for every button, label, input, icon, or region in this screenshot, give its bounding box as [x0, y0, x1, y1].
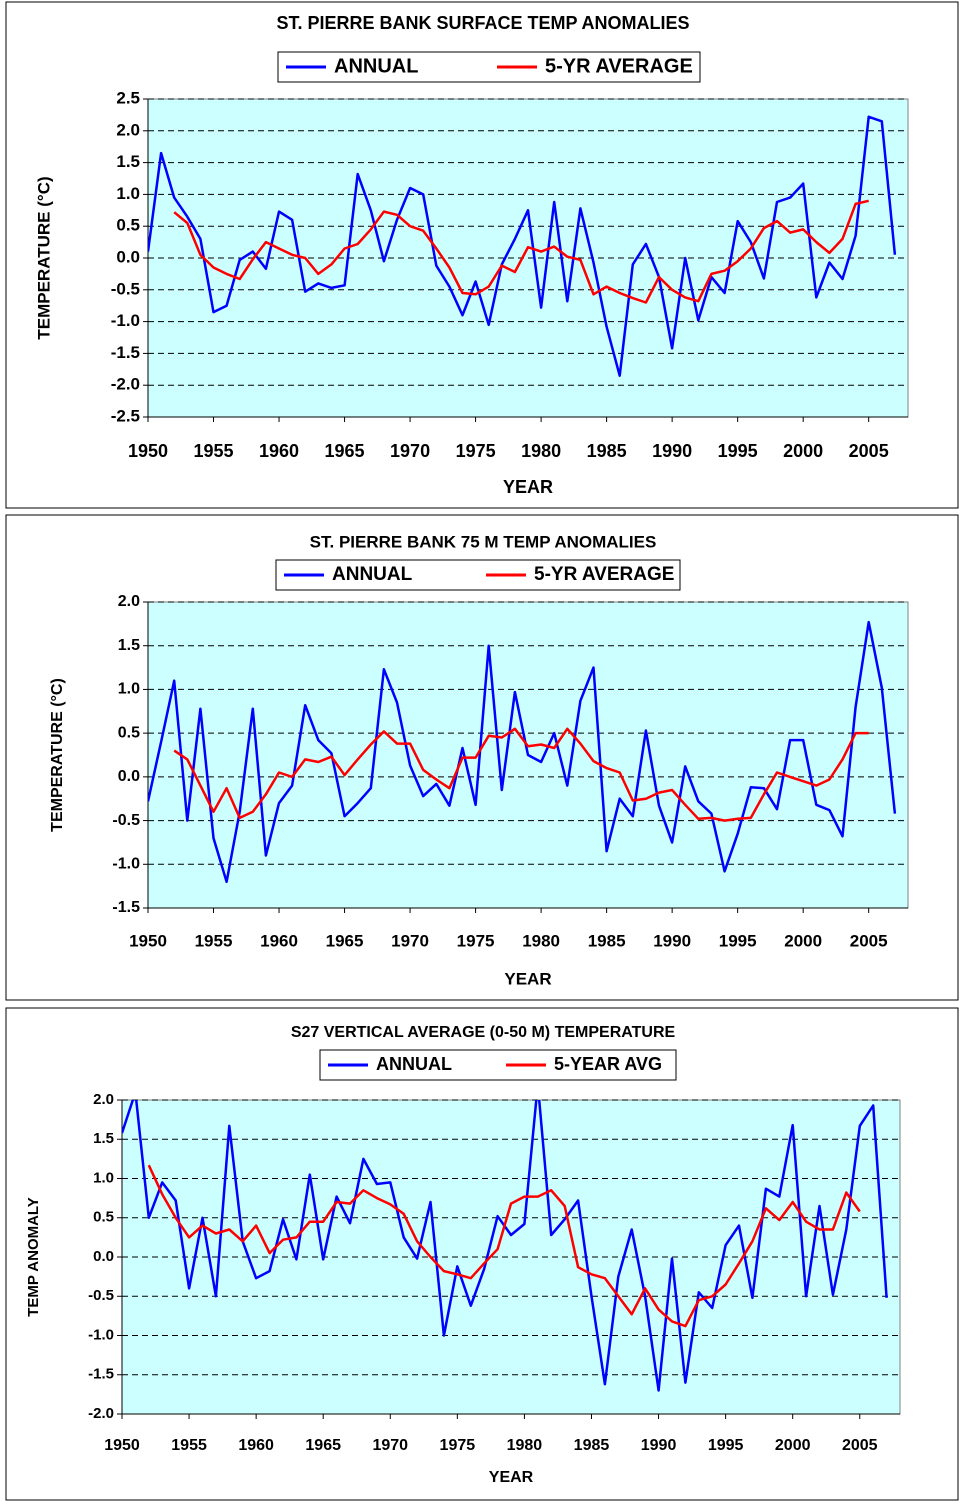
x-axis-label: YEAR: [504, 969, 551, 988]
x-tick-label: 2005: [850, 931, 888, 950]
x-tick-label: 1965: [325, 441, 365, 461]
legend-label: 5-YR AVERAGE: [545, 55, 693, 77]
chart-panel: -2.0 -1.5 -1.0 -0.5 0.0 0.5 1.0 1.5 2.0 1950 1955 1…: [5, 1007, 959, 1501]
chart-title: S27 VERTICAL AVERAGE (0-50 M) TEMPERATUR…: [291, 1024, 676, 1041]
x-tick-label: 1980: [521, 441, 561, 461]
legend-label: 5-YEAR AVG: [554, 1054, 662, 1074]
x-tick-label: 1955: [195, 931, 233, 950]
chart-title: ST. PIERRE BANK 75 M TEMP ANOMALIES: [310, 532, 657, 551]
x-tick-label: 1995: [719, 931, 757, 950]
x-tick-label: 2000: [775, 1437, 811, 1454]
y-tick-label: -1.0: [88, 1326, 114, 1343]
chart-panel: -1.5 -1.0 -0.5 0.0 0.5 1.0 1.5 2.0 1950 1955 1960 1…: [5, 514, 959, 1001]
y-tick-label: -1.5: [111, 343, 140, 362]
y-tick-label: -1.0: [111, 311, 140, 330]
x-tick-label: 1950: [128, 441, 168, 461]
y-tick-label: 2.5: [116, 88, 140, 107]
y-tick-label: -2.0: [111, 375, 140, 394]
legend-label: ANNUAL: [332, 564, 413, 585]
x-tick-label: 1990: [653, 931, 691, 950]
x-axis-label: YEAR: [489, 1469, 534, 1486]
x-tick-label: 1970: [372, 1437, 408, 1454]
legend-label: ANNUAL: [334, 55, 418, 77]
x-tick-label: 1975: [456, 441, 496, 461]
y-tick-label: -1.0: [112, 856, 140, 873]
y-tick-label: 0.5: [116, 216, 140, 235]
series-line: [148, 115, 897, 377]
x-tick-label: 1970: [391, 931, 429, 950]
legend-label: 5-YR AVERAGE: [534, 564, 674, 585]
plot-area: [121, 1099, 901, 1415]
x-tick-label: 2000: [783, 441, 823, 461]
y-axis-label: TEMPERATURE (°C): [49, 678, 66, 832]
y-axis-label: TEMP ANOMALY: [25, 1197, 42, 1316]
x-tick-label: 1960: [238, 1437, 274, 1454]
x-tick-label: 1995: [718, 441, 758, 461]
x-tick-label: 1955: [193, 441, 233, 461]
legend-box: [277, 51, 701, 83]
x-tick-label: 1985: [588, 931, 626, 950]
x-tick-label: 1950: [104, 1437, 140, 1454]
x-tick-label: 1990: [641, 1437, 677, 1454]
y-tick-label: -0.5: [112, 812, 140, 829]
y-tick-label: -2.0: [88, 1405, 114, 1422]
y-tick-label: 1.0: [116, 184, 140, 203]
chart-panel: -2.5 -2.0 -1.5 -1.0 -0.5 0.0 0.5 1.0 1.5 2.0 2.5 19…: [5, 1, 959, 509]
y-tick-label: 1.5: [116, 152, 140, 171]
series-line: [148, 620, 897, 884]
y-tick-label: 1.0: [93, 1169, 114, 1186]
series-line: [147, 1164, 861, 1328]
x-tick-label: 1970: [390, 441, 430, 461]
x-tick-label: 1965: [326, 931, 364, 950]
y-tick-label: -2.5: [111, 406, 140, 425]
x-tick-label: 1985: [574, 1437, 610, 1454]
y-tick-label: 2.0: [118, 593, 140, 610]
x-tick-label: 1955: [171, 1437, 207, 1454]
legend-box: [319, 1049, 677, 1081]
y-tick-label: 1.0: [118, 681, 140, 698]
legend-label: ANNUAL: [376, 1054, 452, 1074]
y-tick-label: 2.0: [93, 1091, 114, 1108]
y-tick-label: 0.5: [118, 724, 140, 741]
series-line: [173, 727, 869, 822]
y-tick-label: 1.5: [93, 1130, 114, 1147]
x-tick-label: 1980: [507, 1437, 543, 1454]
x-tick-label: 2005: [842, 1437, 878, 1454]
y-axis-label: TEMPERATURE (°C): [34, 176, 53, 339]
y-tick-label: 0.0: [116, 247, 140, 266]
x-tick-label: 1975: [457, 931, 495, 950]
x-tick-label: 1985: [587, 441, 627, 461]
x-tick-label: 1960: [260, 931, 298, 950]
y-tick-label: 0.5: [93, 1209, 114, 1226]
y-tick-label: 0.0: [93, 1248, 114, 1265]
x-tick-label: 1950: [129, 931, 167, 950]
y-tick-label: -0.5: [88, 1287, 114, 1304]
y-tick-label: 0.0: [118, 768, 140, 785]
y-tick-label: 2.0: [116, 120, 140, 139]
x-tick-label: 1990: [652, 441, 692, 461]
x-tick-label: 1980: [522, 931, 560, 950]
x-tick-label: 1995: [708, 1437, 744, 1454]
x-tick-label: 1975: [440, 1437, 476, 1454]
y-tick-label: 1.5: [118, 637, 140, 654]
legend-box: [275, 559, 681, 591]
y-tick-label: -1.5: [88, 1366, 114, 1383]
x-tick-label: 2005: [849, 441, 889, 461]
series-line: [173, 199, 869, 304]
x-tick-label: 2000: [784, 931, 822, 950]
x-tick-label: 1965: [305, 1437, 341, 1454]
chart-title: ST. PIERRE BANK SURFACE TEMP ANOMALIES: [276, 13, 689, 33]
x-tick-label: 1960: [259, 441, 299, 461]
y-tick-label: -1.5: [112, 899, 140, 916]
x-axis-label: YEAR: [503, 477, 553, 497]
y-tick-label: -0.5: [111, 279, 140, 298]
